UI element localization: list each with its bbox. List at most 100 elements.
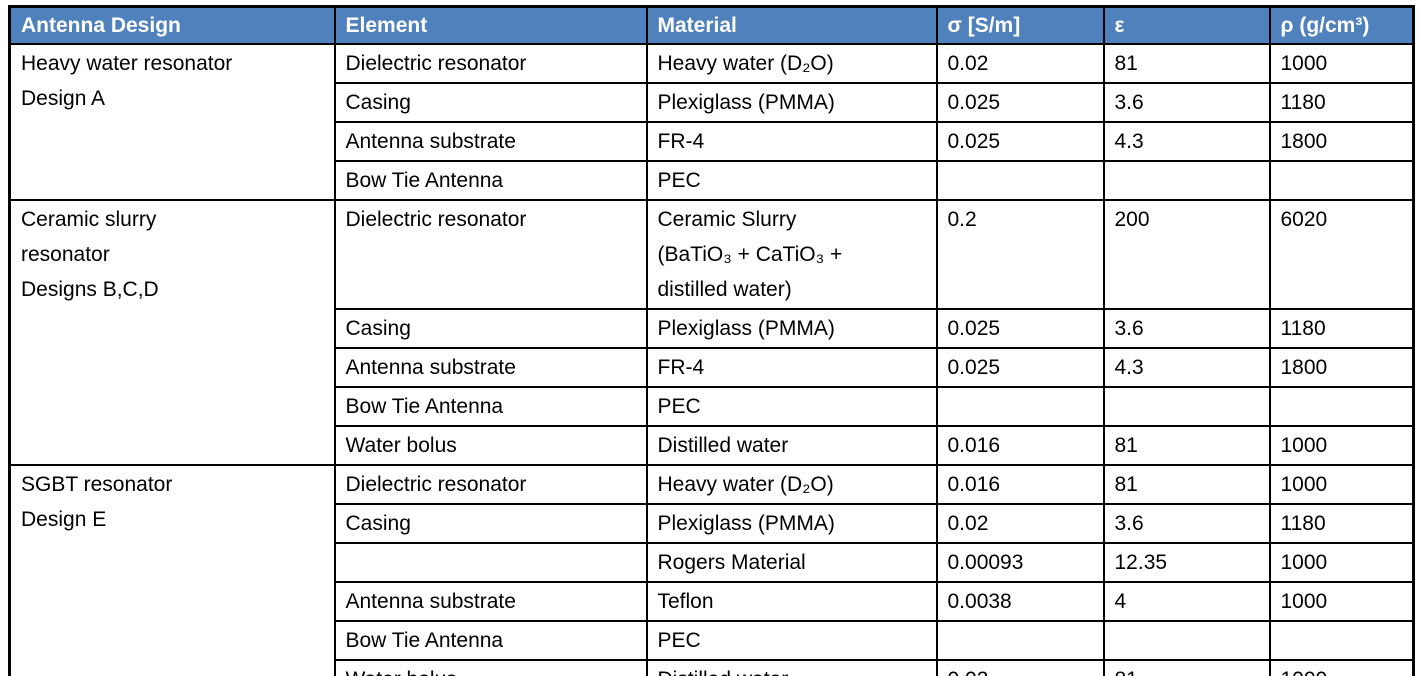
table-row: Antenna substrate FR-4 0.025 4.3 1800 — [10, 121, 1415, 162]
rho-cell — [1268, 386, 1415, 427]
design-cell-ceramic-slurry: Ceramic slurry resonator Designs B,C,D — [8, 199, 336, 466]
material-cell: Rogers Material — [645, 542, 938, 583]
rho-cell: 6020 — [1268, 199, 1415, 310]
table-row: Casing Plexiglass (PMMA) 0.02 3.6 1180 — [10, 503, 1415, 544]
design-cell-sgbt: SGBT resonator Design E — [8, 464, 336, 676]
element-cell: Water bolus — [333, 659, 648, 676]
element-cell: Bow Tie Antenna — [333, 386, 648, 427]
epsilon-cell: 4.3 — [1102, 121, 1271, 162]
epsilon-cell — [1102, 386, 1271, 427]
sigma-cell: 0.02 — [935, 43, 1105, 84]
material-cell: Distilled water — [645, 425, 938, 466]
rho-cell: 1800 — [1268, 121, 1415, 162]
table-row: Heavy water resonator Design A Dielectri… — [8, 43, 1415, 201]
element-cell: Dielectric resonator — [333, 464, 648, 505]
header-cell-sigma: σ [S/m] — [935, 5, 1105, 45]
element-cell: Bow Tie Antenna — [333, 160, 648, 201]
element-cell — [333, 542, 648, 583]
rho-cell: 1180 — [1268, 82, 1415, 123]
sigma-cell: 0.025 — [935, 308, 1105, 349]
rho-cell — [1268, 620, 1415, 661]
sigma-cell: 0.025 — [935, 347, 1105, 388]
material-cell: Plexiglass (PMMA) — [645, 308, 938, 349]
material-cell: Distilled water — [645, 659, 938, 676]
rho-cell: 1800 — [1268, 347, 1415, 388]
header-cell-epsilon: ε — [1102, 5, 1271, 45]
material-cell: Heavy water (D₂O) — [645, 43, 938, 84]
design-cell-heavy-water: Heavy water resonator Design A — [8, 43, 336, 201]
rho-cell: 1180 — [1268, 308, 1415, 349]
table-row: Bow Tie Antenna PEC — [10, 620, 1415, 661]
rho-cell: 1000 — [1268, 659, 1415, 676]
sigma-cell: 0.0038 — [935, 581, 1105, 622]
epsilon-cell: 12.35 — [1102, 542, 1271, 583]
sigma-cell — [935, 160, 1105, 201]
epsilon-cell: 81 — [1102, 659, 1271, 676]
sigma-cell: 0.02 — [935, 503, 1105, 544]
element-cell: Antenna substrate — [333, 121, 648, 162]
sigma-cell: 0.2 — [935, 199, 1105, 310]
sigma-cell: 0.025 — [935, 82, 1105, 123]
header-cell-material: Material — [645, 5, 938, 45]
material-cell: PEC — [645, 620, 938, 661]
epsilon-cell: 81 — [1102, 425, 1271, 466]
table-row: Bow Tie Antenna PEC — [10, 386, 1415, 427]
material-cell: FR-4 — [645, 347, 938, 388]
material-cell: Plexiglass (PMMA) — [645, 503, 938, 544]
element-cell: Casing — [333, 503, 648, 544]
header-cell-rho: ρ (g/cm³) — [1268, 5, 1415, 45]
header-cell-element: Element — [333, 5, 648, 45]
epsilon-cell — [1102, 620, 1271, 661]
element-cell: Water bolus — [333, 425, 648, 466]
rho-cell: 1000 — [1268, 542, 1415, 583]
rho-cell: 1000 — [1268, 581, 1415, 622]
header-row: Antenna Design Element Material σ [S/m] … — [8, 5, 1415, 45]
material-cell: PEC — [645, 386, 938, 427]
table-row: SGBT resonator Design E Dielectric reson… — [8, 464, 1415, 676]
sigma-cell: 0.016 — [935, 425, 1105, 466]
element-cell: Dielectric resonator — [333, 43, 648, 84]
rho-cell: 1180 — [1268, 503, 1415, 544]
rho-cell: 1000 — [1268, 464, 1415, 505]
header-cell-antenna-design: Antenna Design — [8, 5, 336, 45]
rho-cell: 1000 — [1268, 425, 1415, 466]
element-cell: Antenna substrate — [333, 581, 648, 622]
material-cell: Teflon — [645, 581, 938, 622]
rho-cell: 1000 — [1268, 43, 1415, 84]
sigma-cell: 0.016 — [935, 464, 1105, 505]
epsilon-cell: 4.3 — [1102, 347, 1271, 388]
epsilon-cell: 3.6 — [1102, 308, 1271, 349]
sigma-cell — [935, 620, 1105, 661]
table-row: Water bolus Distilled water 0.02 81 1000 — [10, 659, 1415, 676]
table-row: Antenna substrate FR-4 0.025 4.3 1800 — [10, 347, 1415, 388]
table-row: Casing Plexiglass (PMMA) 0.025 3.6 1180 — [10, 82, 1415, 123]
material-cell: Plexiglass (PMMA) — [645, 82, 938, 123]
element-cell: Casing — [333, 82, 648, 123]
epsilon-cell: 3.6 — [1102, 503, 1271, 544]
table-row: Rogers Material 0.00093 12.35 1000 — [10, 542, 1415, 583]
table-row: Water bolus Distilled water 0.016 81 100… — [10, 425, 1415, 466]
material-cell: PEC — [645, 160, 938, 201]
element-cell: Antenna substrate — [333, 347, 648, 388]
material-cell: Heavy water (D₂O) — [645, 464, 938, 505]
sigma-cell: 0.02 — [935, 659, 1105, 676]
element-cell: Casing — [333, 308, 648, 349]
rho-cell — [1268, 160, 1415, 201]
table-row: Bow Tie Antenna PEC — [10, 160, 1415, 201]
material-cell: FR-4 — [645, 121, 938, 162]
material-cell: Ceramic Slurry (BaTiO₃ + CaTiO₃ + distil… — [645, 199, 938, 310]
table-row: Casing Plexiglass (PMMA) 0.025 3.6 1180 — [10, 308, 1415, 349]
element-cell: Bow Tie Antenna — [333, 620, 648, 661]
epsilon-cell: 81 — [1102, 464, 1271, 505]
epsilon-cell: 3.6 — [1102, 82, 1271, 123]
material-properties-table: Antenna Design Element Material σ [S/m] … — [8, 5, 1415, 676]
epsilon-cell: 4 — [1102, 581, 1271, 622]
epsilon-cell: 81 — [1102, 43, 1271, 84]
epsilon-cell — [1102, 160, 1271, 201]
element-cell: Dielectric resonator — [333, 199, 648, 310]
sigma-cell: 0.025 — [935, 121, 1105, 162]
sigma-cell: 0.00093 — [935, 542, 1105, 583]
table-row: Ceramic slurry resonator Designs B,C,D D… — [8, 199, 1415, 466]
table-row: Antenna substrate Teflon 0.0038 4 1000 — [10, 581, 1415, 622]
